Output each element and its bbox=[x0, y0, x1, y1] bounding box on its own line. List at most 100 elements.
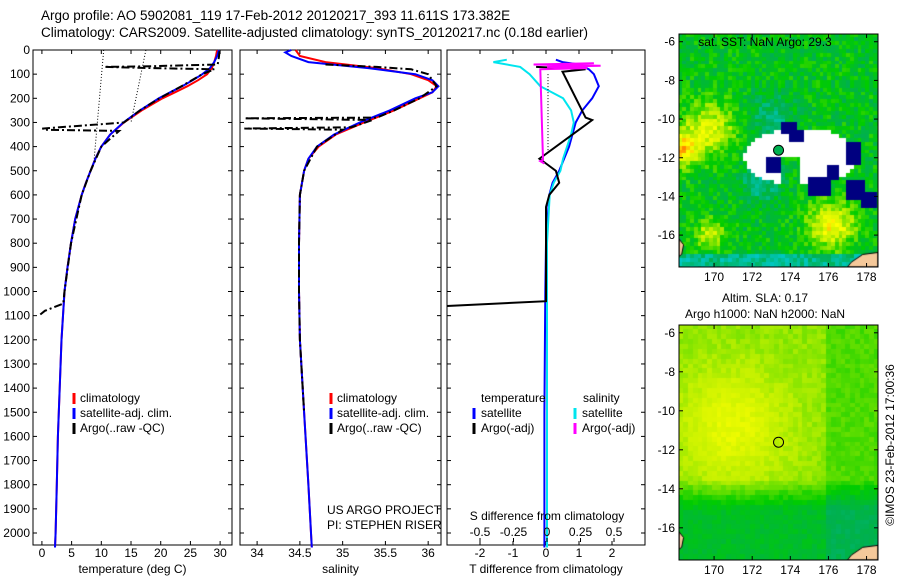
s-tick-label: 0 bbox=[544, 525, 551, 539]
x-tick-label: 2 bbox=[609, 546, 616, 560]
legend-label: Argo(..raw -QC) bbox=[80, 421, 165, 435]
x-tick-label: 10 bbox=[95, 546, 109, 560]
lat-tick-label: -12 bbox=[658, 151, 676, 165]
y-tick-label: 1100 bbox=[4, 309, 30, 323]
lat-tick-label: -10 bbox=[658, 404, 676, 418]
series-line-s-argo-adj- bbox=[533, 62, 601, 165]
legend-label: satellite-adj. clim. bbox=[80, 406, 172, 420]
argo-position-marker bbox=[773, 436, 785, 448]
series-line-satellite-adj-clim- bbox=[54, 49, 220, 548]
x-tick-label: 25 bbox=[184, 546, 198, 560]
y-tick-label: 1900 bbox=[3, 502, 30, 516]
lat-tick-label: -16 bbox=[658, 228, 676, 242]
legend-label: climatology bbox=[80, 391, 140, 405]
y-tick-label: 400 bbox=[10, 140, 30, 154]
legend-header-salinity: salinity bbox=[583, 391, 620, 405]
y-tick-label: 1500 bbox=[3, 405, 30, 419]
lat-tick-label: -14 bbox=[658, 482, 676, 496]
legend-label: climatology bbox=[337, 391, 397, 405]
x-tick-label: 1 bbox=[576, 546, 583, 560]
lat-tick-label: -16 bbox=[658, 521, 676, 535]
legend-header-temperature: temperature bbox=[481, 391, 546, 405]
y-tick-label: 100 bbox=[10, 67, 30, 81]
x-tick-label: 20 bbox=[154, 546, 168, 560]
series-line-argo-interp-2 bbox=[130, 49, 147, 123]
y-tick-label: 200 bbox=[10, 91, 30, 105]
y-tick-label: 2000 bbox=[3, 526, 30, 540]
temperature-axes bbox=[32, 49, 233, 546]
x-tick-label: 30 bbox=[213, 546, 227, 560]
lon-tick-label: 172 bbox=[742, 270, 762, 284]
y-tick-label: 1200 bbox=[3, 333, 30, 347]
x-tick-label: 0 bbox=[39, 546, 46, 560]
y-tick-label: 800 bbox=[10, 236, 30, 250]
lat-tick-label: -8 bbox=[664, 365, 675, 379]
imos-credit: ©IMOS 23-Feb-2012 17:00:36 bbox=[883, 364, 897, 526]
lat-tick-label: -8 bbox=[664, 73, 675, 87]
x-tick-label: 35.5 bbox=[374, 546, 398, 560]
lon-tick-label: 176 bbox=[818, 270, 838, 284]
lon-tick-label: 172 bbox=[742, 563, 762, 577]
series-line-climatology bbox=[294, 49, 439, 548]
y-tick-label: 1800 bbox=[3, 478, 30, 492]
pi-annotation: PI: STEPHEN RISER bbox=[327, 518, 442, 532]
s-tick-label: -0.5 bbox=[470, 525, 491, 539]
y-tick-label: 700 bbox=[10, 212, 30, 226]
y-tick-label: 500 bbox=[10, 164, 30, 178]
sla-map-title: Altim. SLA: 0.17 bbox=[722, 291, 808, 305]
s-tick-label: 0.25 bbox=[569, 525, 593, 539]
lon-tick-label: 178 bbox=[857, 563, 877, 577]
s-axis-label: S difference from climatology bbox=[470, 509, 625, 523]
lon-tick-label: 176 bbox=[818, 563, 838, 577]
lat-tick-label: -6 bbox=[664, 35, 675, 49]
argo-position-marker bbox=[773, 144, 785, 156]
x-tick-label: -2 bbox=[475, 546, 486, 560]
y-tick-label: 0 bbox=[23, 43, 30, 57]
x-tick-label: 36 bbox=[421, 546, 435, 560]
y-tick-label: 1000 bbox=[3, 285, 30, 299]
legend-label: Argo(-adj) bbox=[481, 421, 534, 435]
lon-tick-label: 170 bbox=[704, 563, 724, 577]
legend-label: satellite bbox=[582, 406, 623, 420]
s-tick-label: -0.25 bbox=[500, 525, 528, 539]
x-axis-label: salinity bbox=[322, 562, 359, 576]
x-tick-label: 35 bbox=[336, 546, 350, 560]
series-line-argo-interp-1 bbox=[93, 49, 105, 159]
series-line-climatology bbox=[54, 49, 219, 548]
lon-tick-label: 174 bbox=[780, 563, 800, 577]
y-tick-label: 1400 bbox=[3, 381, 30, 395]
x-axis-label: temperature (deg C) bbox=[78, 562, 186, 576]
lat-tick-label: -14 bbox=[658, 189, 676, 203]
lat-tick-label: -12 bbox=[658, 443, 676, 457]
y-tick-label: 1600 bbox=[3, 429, 30, 443]
sst-map-frame bbox=[678, 33, 879, 268]
salinity-axes bbox=[239, 49, 442, 546]
x-tick-label: -1 bbox=[508, 546, 519, 560]
x-tick-label: 0 bbox=[543, 546, 550, 560]
figure-title-line1: Argo profile: AO 5902081_119 17-Feb-2012… bbox=[41, 8, 511, 23]
sla-map-frame bbox=[678, 324, 879, 561]
sst-map-title: sat. SST: NaN Argo: 29.3 bbox=[698, 35, 832, 49]
legend-label: Argo(..raw -QC) bbox=[337, 421, 422, 435]
legend-label: satellite-adj. clim. bbox=[337, 406, 429, 420]
lat-tick-label: -10 bbox=[658, 112, 676, 126]
x-tick-label: 15 bbox=[124, 546, 138, 560]
lon-tick-label: 174 bbox=[780, 270, 800, 284]
sla-map-image bbox=[679, 325, 878, 560]
figure-title-line2: Climatology: CARS2009. Satellite-adjuste… bbox=[41, 25, 589, 40]
x-tick-label: 34.5 bbox=[288, 546, 312, 560]
y-tick-label: 1300 bbox=[3, 357, 30, 371]
x-tick-label: 5 bbox=[68, 546, 75, 560]
x-tick-label: 34 bbox=[250, 546, 264, 560]
series-line-satellite-adj-clim- bbox=[283, 49, 440, 548]
x-axis-label: T difference from climatology bbox=[469, 562, 623, 576]
series-line-t-argo-adj- bbox=[446, 65, 595, 307]
y-tick-label: 900 bbox=[10, 260, 30, 274]
project-annotation: US ARGO PROJECT bbox=[327, 503, 442, 517]
y-tick-label: 1700 bbox=[3, 454, 30, 468]
legend-label: Argo(-adj) bbox=[582, 421, 635, 435]
series-line-argo-raw-qc- bbox=[38, 51, 221, 317]
series-line-argo-raw-qc- bbox=[244, 63, 439, 413]
